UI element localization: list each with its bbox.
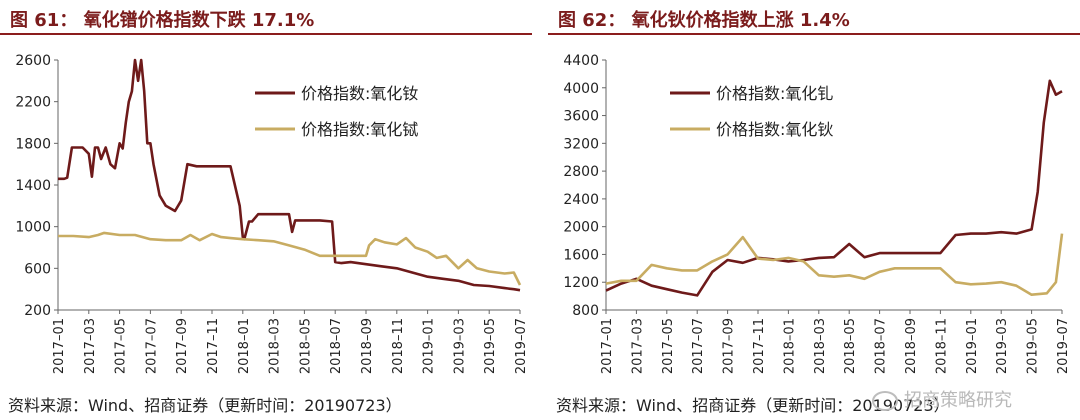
x-tick-label: 2018–07	[329, 318, 344, 374]
chart-panel-right: 图 62： 氧化钬价格指数上涨 1.4% 800 1200 1600 2000 2400…	[548, 0, 1080, 420]
source-note: 资料来源：Wind、招商证券（更新时间：20190723）	[8, 396, 402, 415]
x-tick-label: 2019–07	[1056, 318, 1071, 374]
x-tick-label: 2019–01	[422, 318, 437, 374]
series-line-dark	[605, 79, 1063, 297]
x-tick-label: 2018–03	[813, 318, 828, 374]
x-tick-label: 2017–09	[722, 318, 737, 374]
x-tick-label: 2017–01	[52, 318, 67, 374]
y-tick-label: 4400	[563, 53, 599, 69]
x-tick-label: 2017–05	[114, 318, 129, 374]
line-chart-right: 800 1200 1600 2000 2400 2800 3200 3600 4000 4400 2…	[563, 53, 1071, 374]
x-tick-label: 2018–01	[782, 318, 797, 374]
y-tick-label: 2800	[563, 164, 599, 180]
legend-label: 价格指数:氧化铽	[301, 120, 418, 139]
watermark: 招商策略研究	[872, 386, 1012, 412]
y-tick-label: 1600	[563, 247, 599, 263]
y-tick-label: 200	[24, 303, 51, 319]
title-divider	[548, 33, 1080, 35]
y-tick-label: 2200	[15, 95, 51, 111]
y-tick-label: 600	[24, 261, 51, 277]
series-line-gold	[605, 233, 1064, 297]
x-tick-label: 2019–01	[965, 318, 980, 374]
x-tick-label: 2018–05	[843, 318, 858, 374]
x-tick-label: 2017–07	[144, 318, 159, 374]
x-tick-label: 2018–01	[237, 318, 252, 374]
y-tick-label: 1800	[15, 136, 51, 152]
x-tick-label: 2017–07	[691, 318, 706, 374]
x-tick-label: 2017–11	[206, 318, 221, 374]
title-divider	[0, 33, 532, 35]
x-tick-label: 2018–05	[298, 318, 313, 374]
wechat-icon	[872, 391, 898, 411]
y-tick-label: 800	[572, 303, 599, 319]
x-tick-label: 2018–11	[934, 318, 949, 374]
chart-title: 图 61： 氧化镨价格指数下跌 17.1%	[10, 10, 315, 31]
x-tick-label: 2019–05	[1026, 318, 1041, 374]
x-tick-label: 2018–09	[360, 318, 375, 374]
watermark-text: 招商策略研究	[904, 390, 1012, 411]
x-tick-label: 2017–11	[752, 318, 767, 374]
y-tick-label: 2400	[563, 192, 599, 208]
y-tick-label: 1000	[15, 220, 51, 236]
x-tick-label: 2019–05	[483, 318, 498, 374]
x-tick-label: 2017–05	[661, 318, 676, 374]
chart-panel-left: 图 61： 氧化镨价格指数下跌 17.1% 200 600 1000 1400 1800…	[0, 0, 532, 420]
source-note: 资料来源：Wind、招商证券（更新时间：20190723）	[556, 396, 950, 415]
y-tick-label: 1400	[15, 178, 51, 194]
chart-title: 图 62： 氧化钬价格指数上涨 1.4%	[558, 10, 850, 31]
legend-label: 价格指数:氧化钬	[716, 120, 833, 139]
x-tick-label: 2017–03	[630, 318, 645, 374]
x-tick-label: 2017–01	[600, 318, 615, 374]
x-tick-label: 2017–09	[175, 318, 190, 374]
y-tick-label: 2600	[15, 53, 51, 69]
y-tick-label: 1200	[563, 275, 599, 291]
x-tick-label: 2018–03	[268, 318, 283, 374]
legend-label: 价格指数:氧化钆	[716, 84, 833, 103]
x-tick-label: 2019–03	[452, 318, 467, 374]
line-chart-left: 200 600 1000 1400 1800 2200 2600 2017–01 2017–03…	[15, 53, 529, 374]
x-tick-label: 2017–03	[83, 318, 98, 374]
x-tick-label: 2019–07	[514, 318, 529, 374]
y-tick-label: 2000	[563, 220, 599, 236]
legend-label: 价格指数:氧化钕	[301, 84, 418, 103]
y-tick-label: 3600	[563, 109, 599, 125]
x-tick-label: 2019–03	[995, 318, 1010, 374]
series-line-gold	[58, 231, 522, 286]
x-tick-label: 2018–09	[904, 318, 919, 374]
x-tick-label: 2018–11	[391, 318, 406, 374]
y-tick-label: 4000	[563, 81, 599, 97]
series-line-dark	[58, 58, 521, 292]
y-tick-label: 3200	[563, 136, 599, 152]
x-tick-label: 2018–07	[874, 318, 889, 374]
